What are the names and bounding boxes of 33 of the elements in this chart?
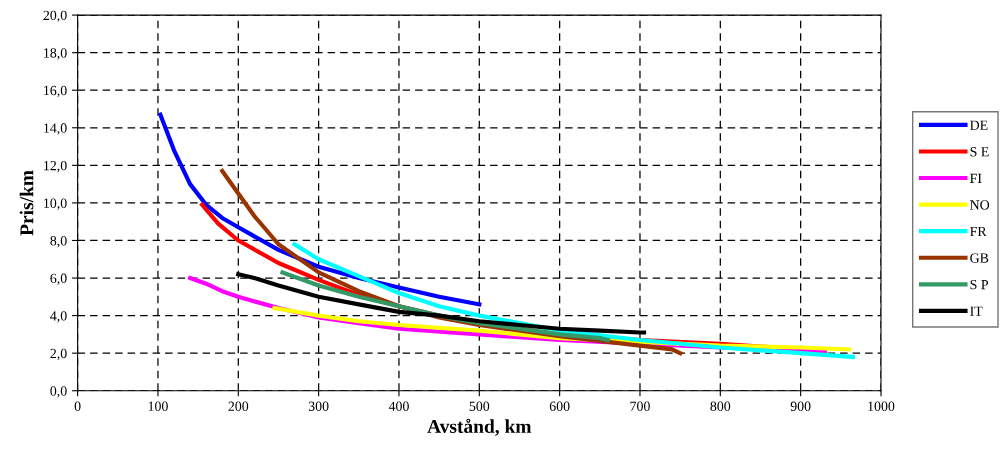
- x-tick-label: 300: [308, 401, 329, 411]
- y-tick-label: 14,0: [44, 123, 67, 135]
- legend-label: GB: [970, 253, 989, 263]
- y-axis-title: Pris/km: [19, 170, 34, 236]
- x-tick-label: 900: [790, 401, 811, 411]
- y-tick-label: 4,0: [50, 311, 67, 323]
- y-tick-label: 0,0: [50, 386, 67, 398]
- legend-label: DE: [970, 120, 988, 130]
- x-tick-label: 200: [228, 401, 249, 411]
- legend-label: NO: [970, 200, 990, 210]
- y-tick-label: 12,0: [44, 160, 67, 173]
- y-tick-label: 8,0: [50, 236, 67, 248]
- line-series: [292, 242, 855, 360]
- x-tick-label: 600: [549, 401, 570, 411]
- x-tick-label: 800: [710, 401, 731, 411]
- x-tick-label: 400: [388, 401, 409, 411]
- x-tick-label: 0: [74, 401, 81, 411]
- legend-label: S P: [970, 279, 988, 290]
- legend-label: FR: [970, 226, 987, 237]
- y-tick-label: 2,0: [50, 348, 67, 361]
- y-tick-label: 18,0: [44, 48, 67, 60]
- y-tick-label: 16,0: [44, 85, 67, 98]
- x-tick-label: 500: [469, 401, 490, 411]
- legend-label: S E: [970, 147, 989, 157]
- x-axis-title: Avstånd, km: [427, 418, 532, 436]
- y-tick-label: 20,0: [43, 10, 67, 23]
- legend-label: FI: [970, 173, 982, 183]
- y-tick-label: 10,0: [44, 198, 67, 210]
- legend-label: IT: [970, 306, 983, 316]
- x-tick-label: 1000: [868, 401, 895, 411]
- x-tick-label: 700: [630, 401, 650, 411]
- x-tick-label: 100: [148, 401, 168, 411]
- y-tick-label: 6,0: [50, 273, 67, 285]
